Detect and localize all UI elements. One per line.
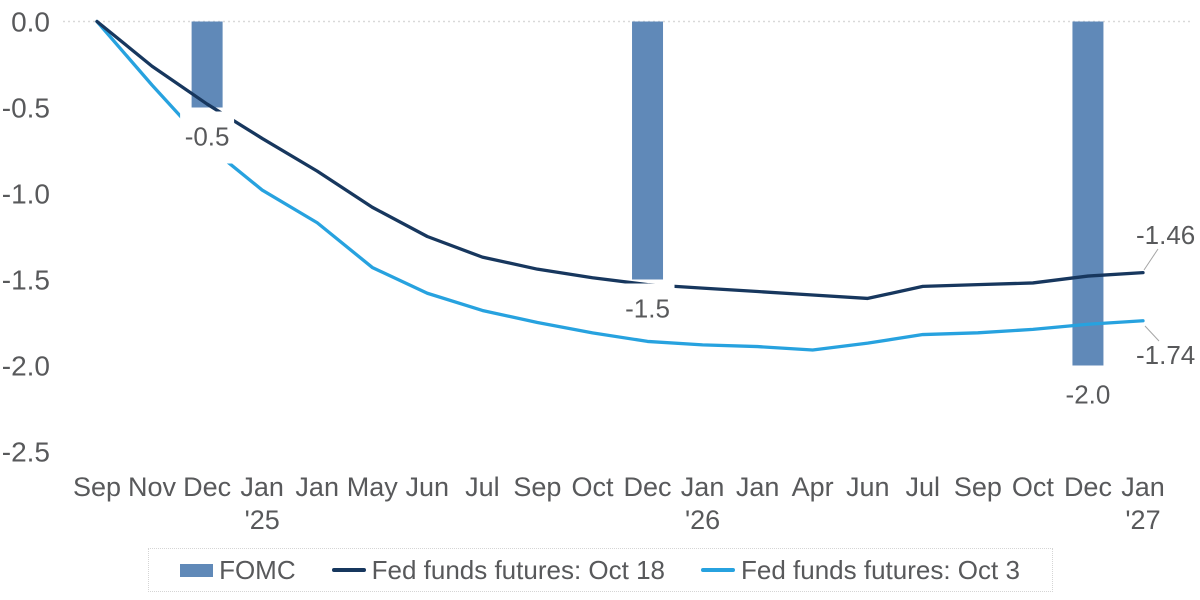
- x-axis-tick-label: Sep: [954, 472, 1002, 502]
- x-axis-tick-label: Jan: [1121, 472, 1165, 502]
- fed-funds-oct3-line: [95, 19, 1145, 352]
- x-axis-tick-label: Jan: [681, 472, 725, 502]
- x-axis-year-label: '27: [1125, 505, 1160, 535]
- x-axis-tick-label: Apr: [792, 472, 834, 502]
- x-axis-tick-label: May: [347, 472, 399, 502]
- x-axis-tick-label: Jan: [295, 472, 339, 502]
- fomc-bar-value-label: -1.5: [625, 294, 670, 324]
- legend-item-fed-funds-oct-18: Fed funds futures: Oct 18: [331, 554, 665, 586]
- y-axis-tick-label: 0.0: [11, 7, 50, 38]
- x-axis-tick-label: Dec: [1064, 472, 1112, 502]
- fed-funds-oct18-line: [95, 19, 1145, 301]
- label-leader-line: [1143, 248, 1159, 271]
- oct18-line-swatch-icon: [331, 568, 366, 572]
- legend-item-fomc: FOMC: [180, 555, 296, 586]
- x-axis-tick-label: Sep: [513, 472, 561, 502]
- y-axis-tick-label: -0.5: [2, 93, 50, 124]
- bar-label-halo: [620, 283, 675, 336]
- x-axis-year-label: '25: [245, 505, 280, 535]
- legend-item-fed-funds-oct-3: Fed funds futures: Oct 3: [701, 555, 1020, 586]
- y-axis-tick-label: -1.0: [2, 179, 50, 210]
- x-axis-tick-label: Oct: [571, 472, 614, 502]
- bar-label-halo: [180, 111, 235, 164]
- chart-canvas: -0.5 -1.5 -2.0 -1.46 -1.74 0.0 -0.5 -1.0 -1.5 -2.…: [2, 7, 1196, 536]
- fomc-bar-value-label: -2.0: [1066, 380, 1111, 410]
- fomc-bar: [191, 21, 223, 108]
- x-axis-tick-label: Jul: [465, 472, 500, 502]
- y-axis-tick-label: -2.5: [2, 437, 50, 468]
- x-axis-tick-label: Dec: [183, 472, 231, 502]
- y-axis-tick-label: -2.0: [2, 351, 50, 382]
- oct3-line-swatch-icon: [701, 568, 735, 572]
- x-axis-tick-label: Sep: [73, 472, 121, 502]
- x-axis-tick-label: Jan: [240, 472, 284, 502]
- x-axis-tick-label: Jan: [736, 472, 780, 502]
- bar-label-halo: [1060, 369, 1115, 422]
- line-end-value-label: -1.74: [1136, 340, 1195, 370]
- fomc-bar-swatch-icon: [180, 563, 214, 577]
- x-axis-tick-label: Jul: [906, 472, 941, 502]
- label-leader-line: [1144, 325, 1160, 342]
- x-axis-tick-label: Nov: [128, 472, 177, 502]
- x-axis-tick-label: Jun: [846, 472, 890, 502]
- x-axis-tick-label: Dec: [624, 472, 672, 502]
- x-axis-tick-label: Jun: [406, 472, 450, 502]
- fomc-bar: [632, 21, 664, 280]
- x-axis-year-label: '26: [685, 505, 720, 535]
- y-axis-tick-label: -1.5: [2, 265, 50, 296]
- legend-label-fed-funds-oct-3: Fed funds futures: Oct 3: [741, 554, 1020, 585]
- legend-label-fomc: FOMC: [219, 554, 296, 585]
- fomc-bar-value-label: -0.5: [185, 122, 230, 152]
- line-end-value-label: -1.46: [1136, 220, 1195, 250]
- chart-legend: FOMC Fed funds futures: Oct 18 Fed funds…: [147, 548, 1053, 592]
- fomc-bar: [1072, 21, 1104, 366]
- x-axis-tick-label: Oct: [1012, 472, 1055, 502]
- legend-label-fed-funds-oct-18: Fed funds futures: Oct 18: [371, 554, 665, 585]
